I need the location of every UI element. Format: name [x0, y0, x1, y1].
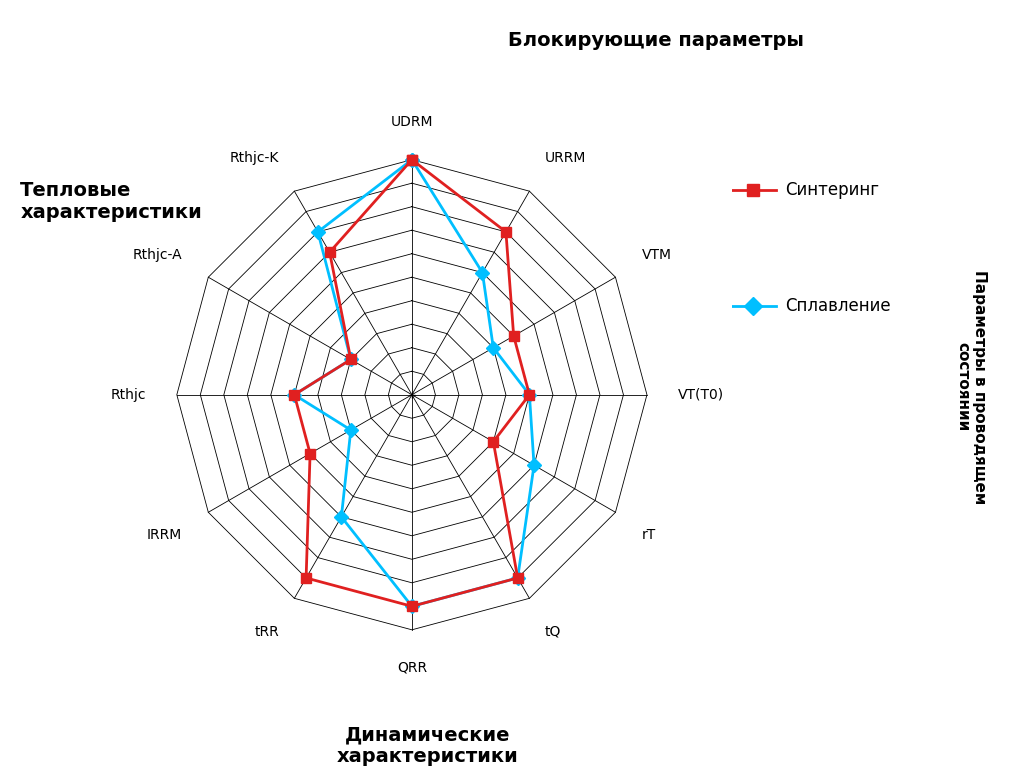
Text: QRR: QRR: [397, 660, 427, 674]
Text: IRRM: IRRM: [146, 528, 182, 542]
Text: Блокирующие параметры: Блокирующие параметры: [508, 31, 804, 50]
Text: Динамические
характеристики: Динамические характеристики: [337, 725, 518, 766]
Text: Rthjc-K: Rthjc-K: [230, 151, 279, 165]
Text: tRR: tRR: [254, 625, 279, 639]
Text: tQ: tQ: [545, 625, 561, 639]
Text: Тепловые
характеристики: Тепловые характеристики: [20, 181, 202, 221]
Text: UDRM: UDRM: [391, 115, 433, 129]
Text: rT: rT: [642, 528, 656, 542]
Text: Сплавление: Сплавление: [785, 296, 891, 315]
Text: VT(T0): VT(T0): [677, 388, 724, 402]
Text: Параметры в проводящем
состоянии: Параметры в проводящем состоянии: [955, 270, 988, 504]
Text: Rthjc-A: Rthjc-A: [132, 248, 182, 262]
Text: Синтеринг: Синтеринг: [785, 180, 879, 199]
Text: Rthjc: Rthjc: [111, 388, 146, 402]
Text: URRM: URRM: [545, 151, 586, 165]
Text: VTM: VTM: [642, 248, 672, 262]
